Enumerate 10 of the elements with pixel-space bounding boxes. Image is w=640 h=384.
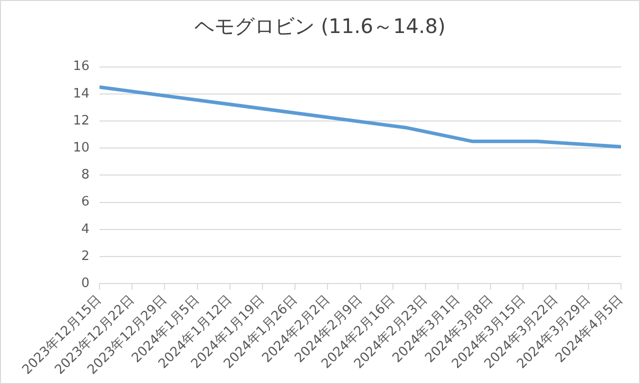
y-tick-label: 2 xyxy=(81,248,90,264)
y-tick-label: 6 xyxy=(81,194,90,210)
y-tick-label: 10 xyxy=(72,140,90,156)
y-tick-label: 0 xyxy=(81,276,90,291)
y-tick-label: 8 xyxy=(81,168,90,183)
y-tick-label: 4 xyxy=(81,222,90,237)
y-tick-label: 12 xyxy=(72,113,90,128)
y-tick-label: 14 xyxy=(72,86,90,102)
chart-title: ヘモグロビン (11.6～14.8) xyxy=(193,13,447,40)
y-tick-label: 16 xyxy=(72,59,90,74)
